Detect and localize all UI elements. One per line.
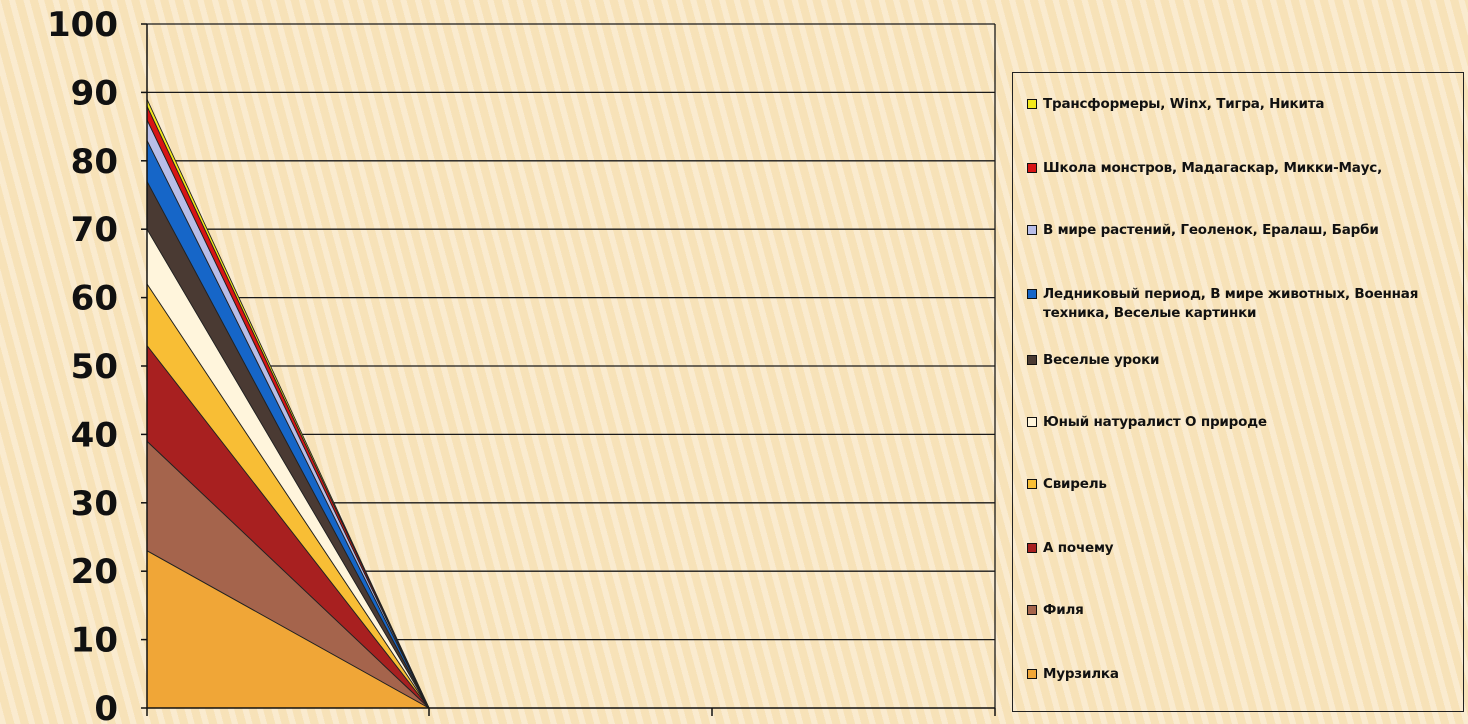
area-series: [146, 98, 430, 709]
y-tick-label-10: 10: [71, 621, 118, 661]
y-tick-label-30: 30: [71, 484, 118, 524]
y-tick-label-90: 90: [71, 73, 118, 113]
legend-swatch: [1027, 479, 1037, 489]
y-tick-label-50: 50: [71, 347, 118, 387]
y-tick-label-100: 100: [47, 5, 118, 45]
legend-item: Трансформеры, Winx, Тигра, Никита: [1027, 95, 1459, 114]
legend-label: Свирель: [1043, 476, 1107, 492]
legend-swatch: [1027, 99, 1037, 109]
y-tick-labels: 0 10 20 30 40 50 60 70 80 90 100: [47, 5, 118, 724]
legend-label: В мире растений, Геоленок, Ералаш, Барби: [1043, 222, 1379, 238]
legend-label: Школа монстров, Мадагаскар, Микки-Маус,: [1043, 160, 1383, 176]
legend-item: В мире растений, Геоленок, Ералаш, Барби: [1027, 221, 1459, 240]
y-tick-label-80: 80: [71, 142, 118, 182]
legend-label: Веселые уроки: [1043, 352, 1160, 368]
legend-swatch: [1027, 605, 1037, 615]
legend-item: Ледниковый период, В мире животных, Воен…: [1027, 285, 1459, 323]
y-tick-label-20: 20: [71, 552, 118, 592]
legend-swatch: [1027, 417, 1037, 427]
legend-item: Филя: [1027, 601, 1459, 620]
legend-label: Юный натуралист О природе: [1043, 414, 1267, 430]
legend-swatch: [1027, 669, 1037, 679]
legend-label: Ледниковый период, В мире животных, Воен…: [1043, 286, 1419, 321]
y-tick-label-40: 40: [71, 415, 118, 455]
legend-label: Трансформеры, Winx, Тигра, Никита: [1043, 96, 1325, 112]
legend-swatch: [1027, 543, 1037, 553]
legend-item: А почему: [1027, 539, 1459, 558]
legend-item: Мурзилка: [1027, 665, 1459, 684]
legend-swatch: [1027, 225, 1037, 235]
y-tick-label-60: 60: [71, 279, 118, 319]
legend-label: Филя: [1043, 602, 1084, 618]
legend-swatch: [1027, 163, 1037, 173]
axes: [141, 23, 996, 716]
legend-label: А почему: [1043, 540, 1114, 556]
legend-item: Юный натуралист О природе: [1027, 413, 1459, 432]
legend-item: Свирель: [1027, 475, 1459, 494]
chart-legend: Трансформеры, Winx, Тигра, Никита Школа м…: [1012, 72, 1464, 712]
y-tick-label-70: 70: [71, 210, 118, 250]
y-tick-label-0: 0: [94, 689, 118, 724]
legend-swatch: [1027, 355, 1037, 365]
legend-label: Мурзилка: [1043, 666, 1119, 682]
legend-item: Школа монстров, Мадагаскар, Микки-Маус,: [1027, 159, 1459, 178]
legend-swatch: [1027, 289, 1037, 299]
legend-item: Веселые уроки: [1027, 351, 1459, 370]
stacked-area-chart: 0 10 20 30 40 50 60 70 80 90 100: [47, 5, 996, 724]
